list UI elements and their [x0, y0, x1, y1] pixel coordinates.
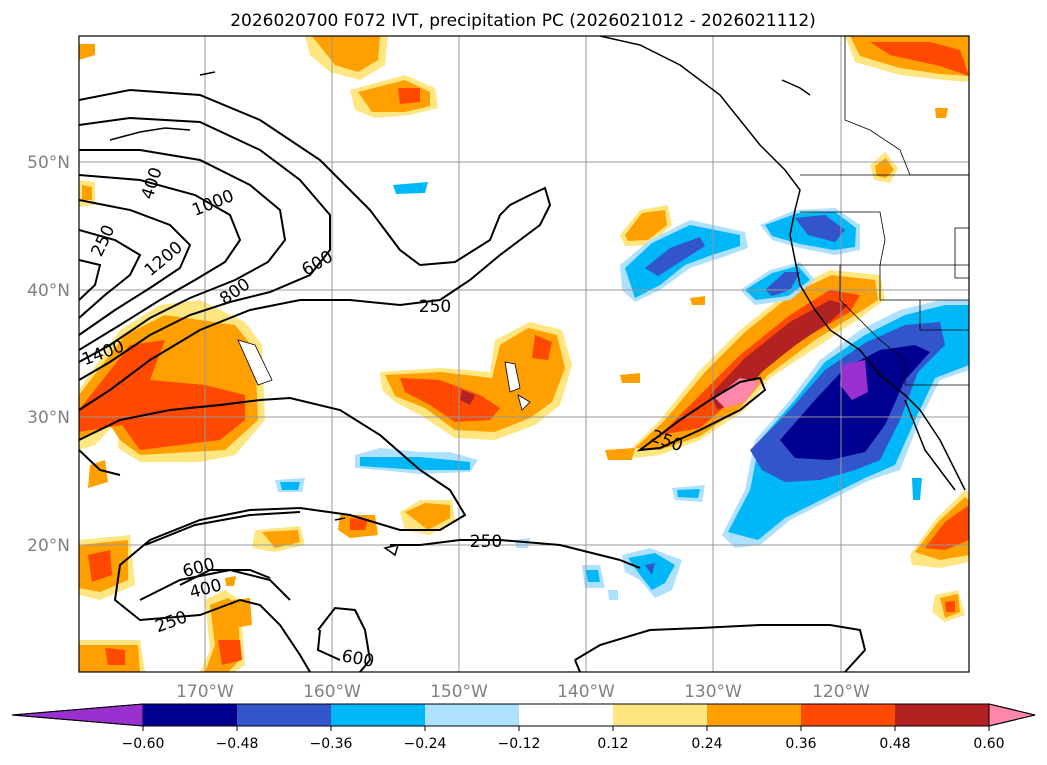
lon-label: 130°W: [684, 682, 742, 702]
lat-label: 20°N: [27, 536, 70, 556]
colorbar-segment: [801, 704, 895, 726]
colorbar-tick-label: 0.48: [879, 736, 910, 752]
precip-positive-southeast: [910, 490, 969, 622]
contour-label: 250: [153, 607, 190, 637]
contour-label: 250: [419, 297, 451, 317]
lat-label: 30°N: [27, 408, 70, 428]
coastlines: [109, 36, 966, 557]
colorbar-segment: [237, 704, 331, 726]
colorbar-tick-label: 0.36: [785, 736, 816, 752]
colorbar-segment: [895, 704, 989, 726]
colorbar-tick-label: −0.24: [404, 736, 447, 752]
contour-label: 600: [340, 646, 375, 671]
colorbar-extend-low: [11, 703, 144, 727]
colorbar-segment: [143, 704, 237, 726]
ivt-contours: [79, 88, 867, 672]
precip-negative-central: [275, 448, 530, 548]
lon-label: 150°W: [430, 682, 488, 702]
colorbar: −0.60 −0.48 −0.36 −0.24 −0.12 0.12 0.24 0.36 0.4…: [11, 703, 1036, 752]
colorbar-tick-label: 0.24: [691, 736, 722, 752]
contour-label: 600: [298, 247, 336, 281]
lon-label: 120°W: [812, 682, 870, 702]
colorbar-tick-label: −0.60: [122, 736, 165, 752]
lon-label: 160°W: [303, 682, 361, 702]
colorbar-tick-label: −0.48: [216, 736, 259, 752]
lon-label: 170°W: [176, 682, 234, 702]
state-borders: [795, 36, 969, 386]
longitude-labels: 170°W 160°W 150°W 140°W 130°W 120°W: [176, 682, 870, 702]
colorbar-segment: [707, 704, 801, 726]
lat-label: 40°N: [27, 281, 70, 301]
contour-label: 250: [470, 532, 502, 552]
graticule: [79, 36, 969, 672]
map-panel: 400 250 1000 1200 800 600 250 1400 250 2…: [78, 35, 970, 673]
colorbar-tick-label: 0.60: [973, 736, 1004, 752]
precip-positive-central: [380, 322, 572, 440]
colorbar-segment: [519, 704, 613, 726]
colorbar-tick-label: −0.12: [498, 736, 541, 752]
colorbar-segment: [613, 704, 707, 726]
contour-labels: 400 250 1000 1200 800 600 250 1400 250 2…: [80, 165, 686, 672]
contour-label: 400: [138, 165, 167, 202]
lat-label: 50°N: [27, 153, 70, 173]
colorbar-tick-label: −0.36: [310, 736, 353, 752]
precip-positive-south: [79, 460, 455, 672]
precip-negative-northeast: [620, 208, 860, 305]
precip-positive-north: [305, 36, 438, 194]
colorbar-extend-high: [988, 703, 1036, 727]
colorbar-tick-label: 0.12: [597, 736, 628, 752]
latitude-labels: 50°N 40°N 30°N 20°N: [27, 153, 70, 556]
colorbar-segment: [425, 704, 519, 726]
map-frame: [78, 35, 970, 673]
chart-title: 2026020700 F072 IVT, precipitation PC (2…: [230, 11, 816, 31]
contour-label: 1200: [141, 238, 187, 281]
precip-positive-west: [79, 44, 273, 462]
precip-negative-ar: [582, 300, 969, 600]
lon-label: 140°W: [557, 682, 615, 702]
colorbar-segment: [331, 704, 425, 726]
